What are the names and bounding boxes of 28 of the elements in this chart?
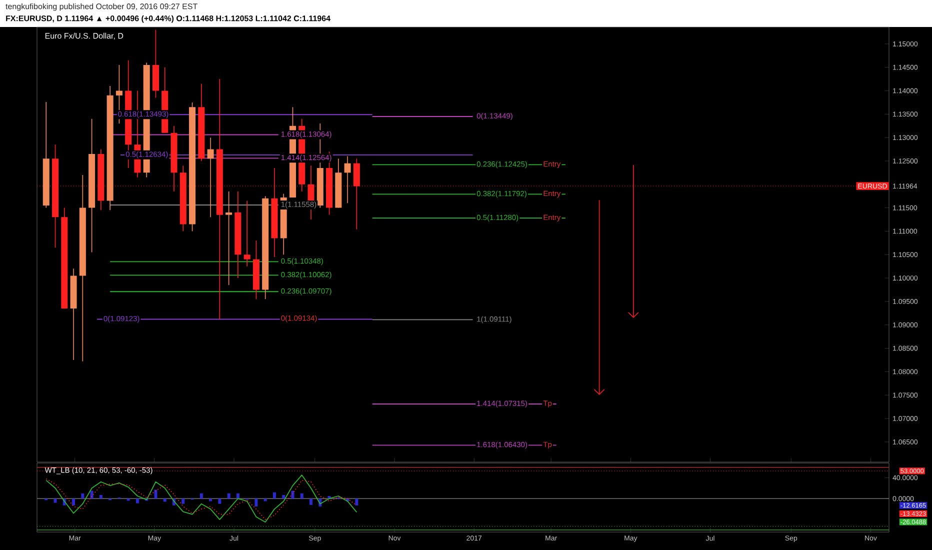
text: tengkufiboking published October 09, 2016 09:27 EST xyxy=(6,3,198,11)
bar xyxy=(72,498,76,506)
bar xyxy=(99,494,102,499)
bar xyxy=(310,498,312,505)
bar xyxy=(300,493,304,499)
bar xyxy=(209,498,212,502)
bar xyxy=(54,498,57,503)
bar xyxy=(182,498,185,504)
bar xyxy=(236,493,240,499)
candlestick xyxy=(207,137,214,218)
bar xyxy=(291,490,294,499)
bar xyxy=(254,498,258,506)
bar xyxy=(218,498,222,504)
bar xyxy=(154,490,158,499)
bar xyxy=(227,493,230,499)
text: Euro Fx/U.S. Dollar, D xyxy=(45,32,124,40)
bar xyxy=(272,492,276,499)
candlestick xyxy=(226,190,232,286)
bar xyxy=(264,498,267,502)
bar xyxy=(355,498,358,506)
bar xyxy=(163,498,166,502)
bar xyxy=(200,493,203,499)
candlestick xyxy=(344,156,351,204)
candlestick xyxy=(244,200,250,267)
bar xyxy=(81,493,84,499)
bar xyxy=(282,494,286,499)
bar xyxy=(136,498,139,504)
chart-title: FX:EURUSD, D 1.11964 ▲ +0.00496 (+0.44%) O:1.11468 H:1.12053 L:1.11042 C:1.11964 xyxy=(6,15,330,23)
